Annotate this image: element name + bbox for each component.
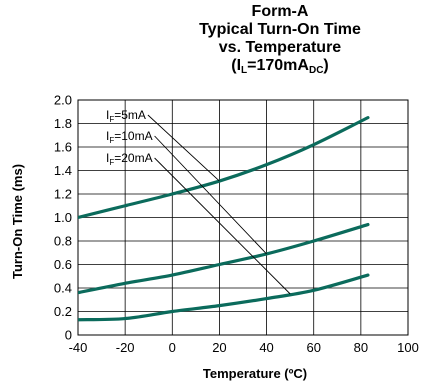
series-pointer-3 bbox=[154, 157, 291, 295]
title-cond-open: (I bbox=[231, 57, 242, 74]
series-label-main: I bbox=[106, 108, 109, 122]
chart-title-line-2: Typical Turn-On Time bbox=[199, 21, 361, 38]
series-label-rest: =10mA bbox=[114, 129, 152, 143]
chart-title-line-3: vs. Temperature bbox=[218, 39, 342, 56]
x-tick-label: 20 bbox=[212, 340, 226, 355]
y-tick-label: 1.4 bbox=[54, 163, 72, 178]
series-label-main: I bbox=[106, 151, 109, 165]
chart-title-line-1: Form-A bbox=[251, 3, 309, 20]
y-tick-label: 0.2 bbox=[54, 304, 72, 319]
series-label-main: I bbox=[106, 129, 109, 143]
x-tick-label: 80 bbox=[354, 340, 368, 355]
x-axis-title: Temperature (ºC) bbox=[203, 366, 307, 381]
series-label-3: IF=20mA bbox=[106, 151, 153, 167]
x-tick-label: 60 bbox=[306, 340, 320, 355]
title-cond-mid: =170mA bbox=[247, 57, 309, 74]
series-line-3 bbox=[78, 273, 370, 322]
y-tick-label: 1.6 bbox=[54, 140, 72, 155]
series-line-1 bbox=[78, 116, 370, 220]
x-tick-label: -40 bbox=[69, 340, 88, 355]
x-tick-label: 40 bbox=[259, 340, 273, 355]
series-pointer-1 bbox=[147, 114, 220, 182]
title-cond-sub-dc: DC bbox=[308, 65, 324, 76]
y-tick-label: 1.8 bbox=[54, 116, 72, 131]
x-tick-label: -20 bbox=[116, 340, 135, 355]
y-tick-label: 0.4 bbox=[54, 281, 72, 296]
series-label-rest: =5mA bbox=[114, 108, 146, 122]
y-tick-label: 1.2 bbox=[54, 187, 72, 202]
series-label-2: IF=10mA bbox=[106, 129, 153, 145]
y-tick-label: 0.8 bbox=[54, 234, 72, 249]
y-axis-title: Turn-On Time (ms) bbox=[10, 164, 25, 279]
series-pointer-2 bbox=[154, 135, 267, 255]
series-label-sub: F bbox=[109, 136, 114, 145]
series-line-2 bbox=[78, 222, 370, 295]
curves-group bbox=[78, 116, 370, 322]
series-label-sub: F bbox=[109, 115, 114, 124]
y-tick-label: 2.0 bbox=[54, 93, 72, 108]
y-tick-label: 0 bbox=[65, 328, 72, 343]
x-tick-label: 0 bbox=[169, 340, 176, 355]
series-label-1: IF=5mA bbox=[106, 108, 146, 124]
title-cond-close: ) bbox=[323, 57, 329, 74]
x-tick-label: 100 bbox=[397, 340, 419, 355]
chart-title-condition: (IL=170mADC) bbox=[170, 57, 390, 80]
y-tick-label: 1.0 bbox=[54, 210, 72, 225]
series-label-sub: F bbox=[109, 158, 114, 167]
title-cond-sub-l: L bbox=[241, 65, 248, 76]
y-tick-label: 0.6 bbox=[54, 257, 72, 272]
series-label-rest: =20mA bbox=[114, 151, 152, 165]
